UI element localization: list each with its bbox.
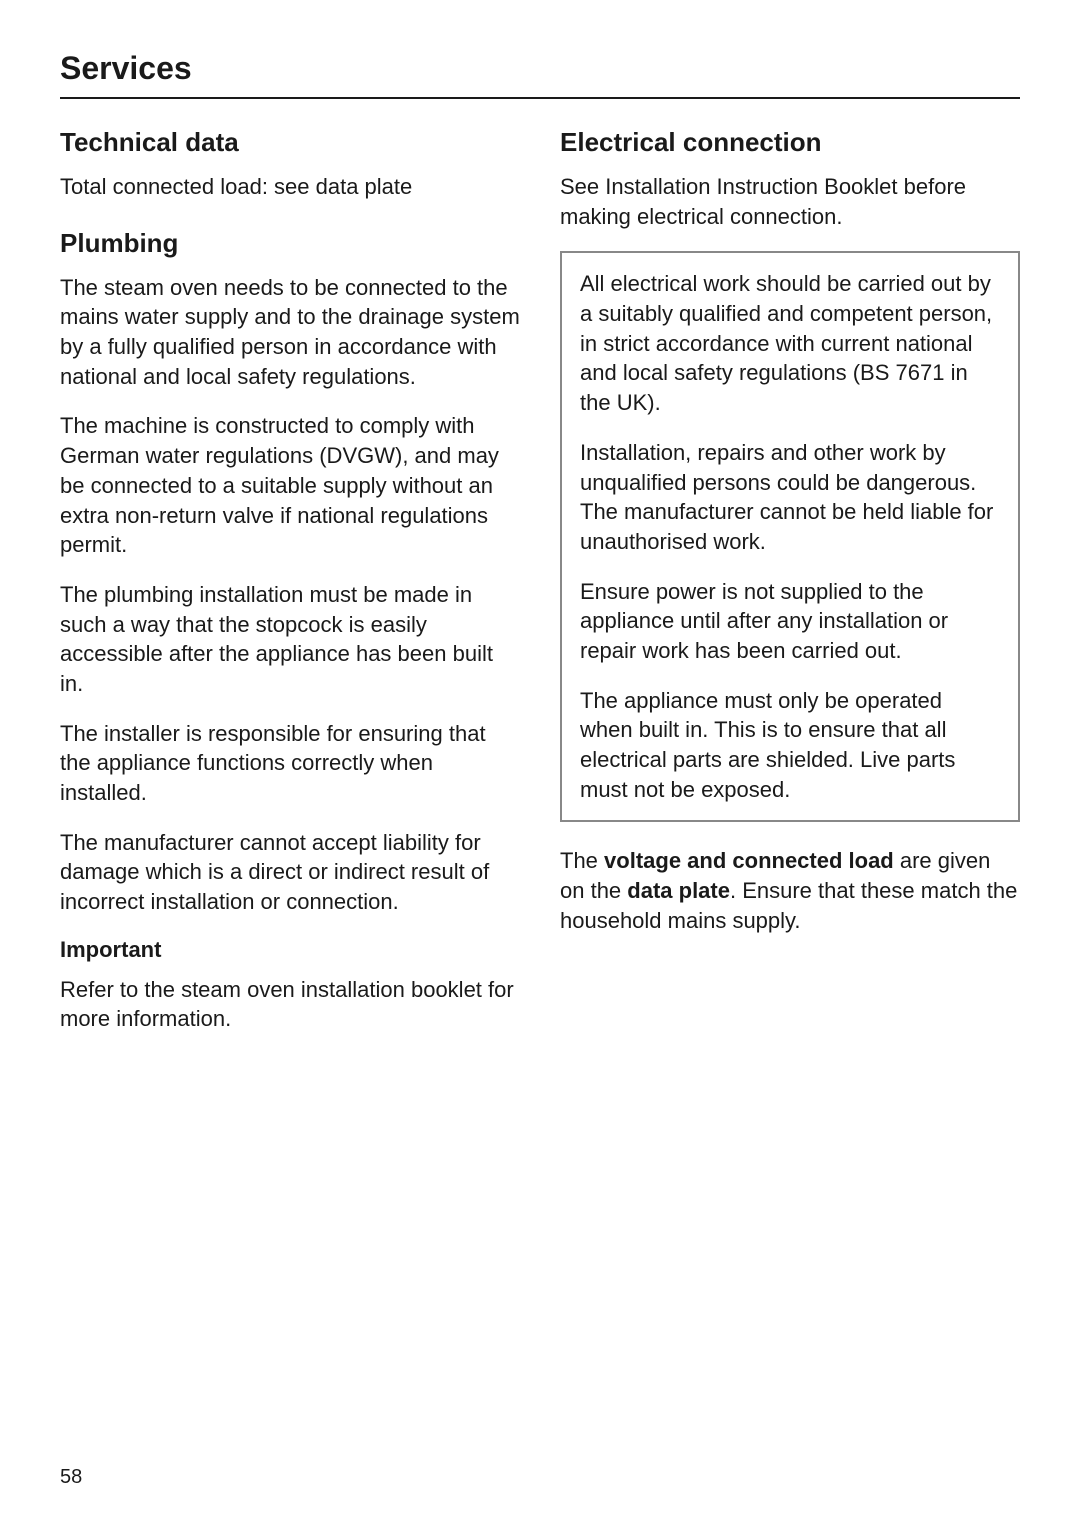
notice-p4: The appliance must only be operated when…	[580, 686, 1000, 805]
notice-p1: All electrical work should be carried ou…	[580, 269, 1000, 417]
plumbing-p1: The steam oven needs to be connected to …	[60, 273, 520, 392]
notice-p3: Ensure power is not supplied to the appl…	[580, 577, 1000, 666]
electrical-closing: The voltage and connected load are given…	[560, 846, 1020, 935]
closing-b1: voltage and connected load	[604, 848, 894, 873]
technical-data-heading: Technical data	[60, 127, 520, 158]
important-text: Refer to the steam oven installation boo…	[60, 975, 520, 1034]
important-heading: Important	[60, 937, 520, 963]
right-column: Electrical connection See Installation I…	[560, 127, 1020, 1054]
plumbing-p3: The plumbing installation must be made i…	[60, 580, 520, 699]
page-title: Services	[60, 50, 1020, 99]
left-column: Technical data Total connected load: see…	[60, 127, 520, 1054]
electrical-notice-box: All electrical work should be carried ou…	[560, 251, 1020, 822]
electrical-intro: See Installation Instruction Booklet bef…	[560, 172, 1020, 231]
plumbing-p4: The installer is responsible for ensurin…	[60, 719, 520, 808]
closing-b2: data plate	[627, 878, 730, 903]
technical-data-text: Total connected load: see data plate	[60, 172, 520, 202]
plumbing-heading: Plumbing	[60, 228, 520, 259]
plumbing-p5: The manufacturer cannot accept liability…	[60, 828, 520, 917]
content-columns: Technical data Total connected load: see…	[60, 127, 1020, 1054]
page-number: 58	[60, 1466, 82, 1489]
closing-t1: The	[560, 848, 604, 873]
notice-p2: Installation, repairs and other work by …	[580, 438, 1000, 557]
electrical-heading: Electrical connection	[560, 127, 1020, 158]
plumbing-p2: The machine is constructed to comply wit…	[60, 411, 520, 559]
